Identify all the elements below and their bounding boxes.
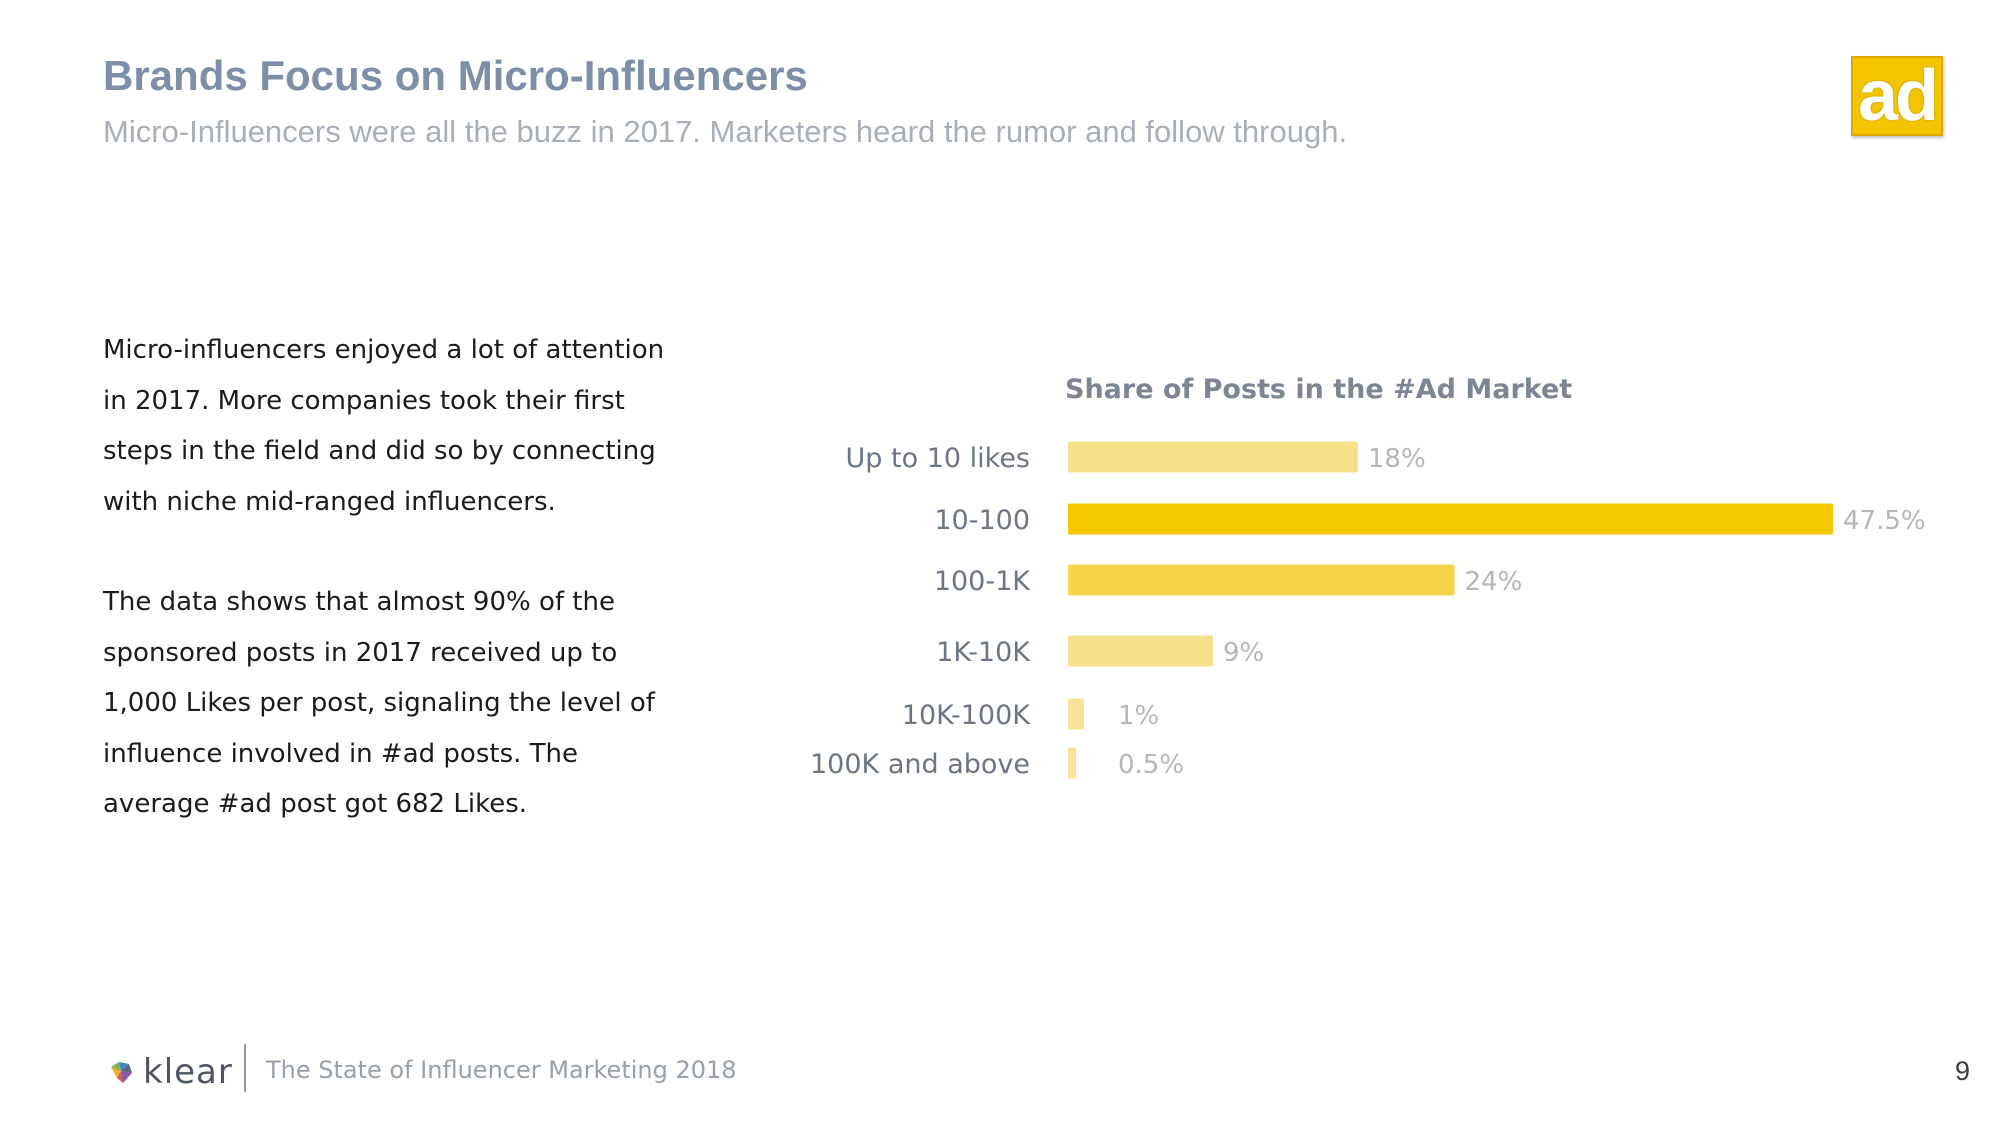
value-label-1: 47.5% bbox=[1843, 506, 1926, 536]
value-label-0: 18% bbox=[1368, 444, 1426, 474]
ad-logo-text: ad bbox=[1857, 56, 1939, 136]
footer-divider bbox=[244, 1044, 246, 1092]
category-label-5: 100K and above bbox=[810, 749, 1030, 780]
category-label-3: 1K-10K bbox=[936, 637, 1031, 668]
footer-report-title: The State of Influencer Marketing 2018 bbox=[266, 1056, 737, 1084]
bar-2 bbox=[1068, 564, 1455, 596]
category-label-2: 100-1K bbox=[934, 566, 1031, 597]
page-number: 9 bbox=[1954, 1056, 1970, 1086]
ad-logo: ad bbox=[1851, 56, 1943, 136]
page-subtitle: Micro-Influencers were all the buzz in 2… bbox=[103, 114, 1348, 149]
category-label-0: Up to 10 likes bbox=[846, 443, 1030, 474]
body-paragraph-1: Micro-influencers enjoyed a lot of atten… bbox=[103, 335, 665, 517]
chart-title: Share of Posts in the #Ad Market bbox=[1065, 374, 1573, 405]
bar-1 bbox=[1068, 503, 1833, 535]
value-label-5: 0.5% bbox=[1118, 750, 1184, 780]
footer-brand: klear bbox=[107, 1052, 233, 1092]
bar-0 bbox=[1068, 441, 1358, 473]
category-label-1: 10-100 bbox=[934, 505, 1030, 536]
body-paragraph-2: The data shows that almost 90% of the sp… bbox=[103, 587, 655, 819]
category-label-4: 10K-100K bbox=[902, 700, 1032, 731]
klear-logo-icon bbox=[111, 1062, 132, 1083]
footer-brand-name: klear bbox=[143, 1052, 233, 1092]
value-label-2: 24% bbox=[1465, 567, 1523, 597]
value-label-4: 1% bbox=[1118, 701, 1159, 731]
value-label-3: 9% bbox=[1223, 638, 1264, 668]
bar-4 bbox=[1068, 698, 1085, 730]
bar-5 bbox=[1068, 747, 1077, 779]
page-title: Brands Focus on Micro-Influencers bbox=[103, 52, 808, 99]
bar-3 bbox=[1068, 635, 1213, 667]
